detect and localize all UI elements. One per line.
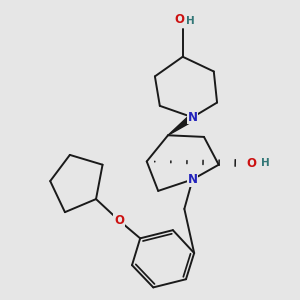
Text: H: H xyxy=(185,16,194,26)
Text: N: N xyxy=(188,111,197,124)
Text: H: H xyxy=(261,158,270,168)
Text: O: O xyxy=(247,157,256,169)
Polygon shape xyxy=(168,114,195,135)
Text: O: O xyxy=(174,13,184,26)
Text: O: O xyxy=(114,214,124,227)
Text: N: N xyxy=(188,173,197,186)
